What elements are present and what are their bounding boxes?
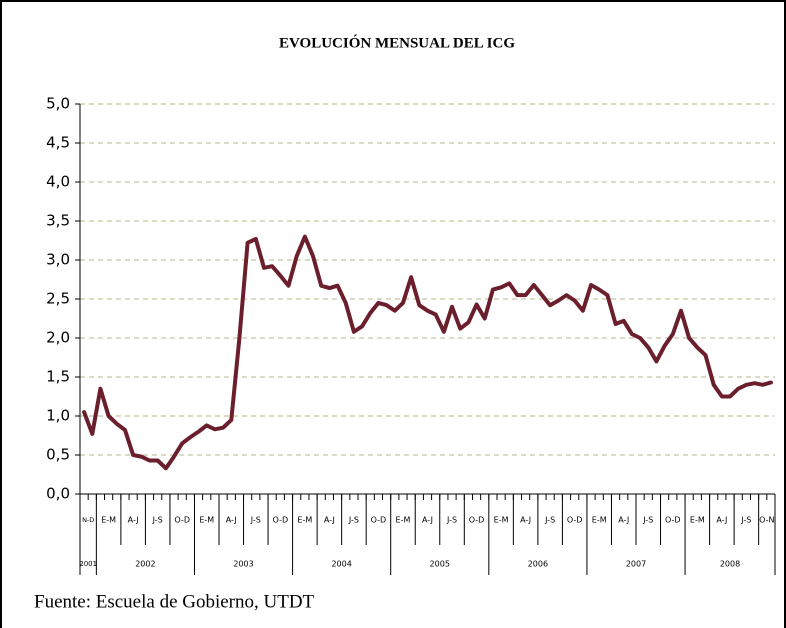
- x-tick-label: O-D: [174, 516, 190, 525]
- y-tick-label: 2,5: [46, 290, 70, 308]
- year-label: 2002: [135, 560, 155, 569]
- x-tick-label: E-M: [592, 516, 607, 525]
- x-tick-label: J-S: [446, 516, 457, 525]
- x-tick-label: J-S: [250, 516, 261, 525]
- year-label: 2001: [79, 560, 97, 568]
- series-line: [82, 234, 773, 471]
- x-tick-label: A-J: [520, 516, 531, 525]
- year-label: 2008: [720, 560, 740, 569]
- x-tick-label: A-J: [422, 516, 433, 525]
- x-tick-label: O-D: [469, 516, 485, 525]
- y-tick-label: 2,0: [46, 329, 70, 347]
- x-tick-label: J-S: [642, 516, 653, 525]
- x-tick-label: E-M: [396, 516, 411, 525]
- x-tick-label: O-D: [273, 516, 289, 525]
- y-tick-label: 4,0: [46, 173, 70, 191]
- year-label: 2005: [430, 560, 450, 569]
- x-tick-label: O-N: [759, 516, 774, 525]
- x-tick-label: N-D: [82, 516, 94, 524]
- year-label: 2003: [233, 560, 253, 569]
- y-tick-label: 5,0: [46, 95, 70, 113]
- y-tick-label: 3,5: [46, 212, 70, 230]
- x-tick-label: O-D: [665, 516, 681, 525]
- x-tick-label: A-J: [324, 516, 335, 525]
- chart-title: EVOLUCIÓN MENSUAL DEL ICG: [279, 34, 515, 51]
- x-tick-label: O-D: [567, 516, 583, 525]
- x-tick-label: E-M: [690, 516, 705, 525]
- x-tick-label: O-D: [371, 516, 387, 525]
- x-tick-label: A-J: [226, 516, 237, 525]
- x-tick-label: E-M: [494, 516, 509, 525]
- x-tick-label: J-S: [544, 516, 555, 525]
- year-label: 2004: [331, 560, 351, 569]
- x-tick-label: A-J: [716, 516, 727, 525]
- y-tick-label: 4,5: [46, 134, 70, 152]
- y-tick-label: 3,0: [46, 251, 70, 269]
- y-tick-label: 1,5: [46, 368, 70, 386]
- x-tick-label: J-S: [348, 516, 359, 525]
- x-tick-label: A-J: [618, 516, 629, 525]
- x-tick-label: E-M: [101, 516, 116, 525]
- y-tick-label: 1,0: [46, 407, 70, 425]
- y-tick-label: 0,0: [46, 485, 70, 503]
- x-tick-label: A-J: [128, 516, 139, 525]
- year-label: 2006: [528, 560, 548, 569]
- year-label: 2007: [626, 560, 646, 569]
- source: Fuente: Escuela de Gobierno, UTDT: [34, 591, 315, 612]
- x-tick-label: E-M: [199, 516, 214, 525]
- y-tick-label: 0,5: [46, 446, 70, 464]
- x-tick-label: J-S: [152, 516, 163, 525]
- x-tick-label: E-M: [297, 516, 312, 525]
- x-tick-label: J-S: [740, 516, 751, 525]
